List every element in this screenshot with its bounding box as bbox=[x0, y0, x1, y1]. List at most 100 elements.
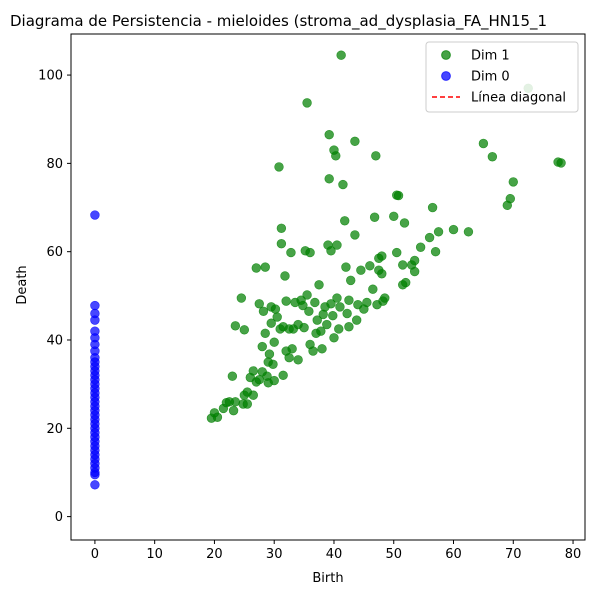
point-dim-1 bbox=[304, 306, 314, 316]
point-dim-0 bbox=[90, 315, 100, 325]
point-dim-0 bbox=[90, 210, 100, 220]
x-tick-label: 50 bbox=[385, 547, 402, 562]
point-dim-0 bbox=[90, 300, 100, 311]
point-dim-1 bbox=[299, 322, 309, 333]
point-dim-1 bbox=[380, 293, 390, 303]
point-dim-1 bbox=[302, 98, 312, 108]
y-tick-label: 60 bbox=[46, 245, 63, 260]
point-dim-1 bbox=[344, 295, 354, 305]
point-dim-1 bbox=[430, 246, 441, 257]
point-dim-1 bbox=[332, 240, 342, 250]
point-dim-1 bbox=[328, 311, 338, 321]
point-dim-1 bbox=[324, 174, 334, 184]
point-dim-1 bbox=[415, 242, 426, 252]
point-dim-1 bbox=[332, 293, 342, 303]
point-dim-1 bbox=[324, 129, 334, 140]
point-dim-1 bbox=[305, 247, 315, 258]
x-axis-label: Birth bbox=[312, 571, 343, 586]
point-dim-1 bbox=[427, 202, 438, 213]
point-dim-1 bbox=[346, 275, 356, 286]
x-tick-label: 10 bbox=[146, 547, 163, 562]
point-dim-1 bbox=[399, 218, 410, 228]
x-tick-label: 20 bbox=[206, 547, 223, 562]
axes: 0 10 20 30 40 50 60 70 80 0 20 40 60 80 100 bbox=[38, 33, 586, 562]
point-dim-1 bbox=[257, 341, 267, 352]
point-dim-1 bbox=[230, 397, 241, 407]
point-dim-1 bbox=[448, 224, 459, 235]
point-dim-1 bbox=[276, 223, 287, 233]
point-dim-1 bbox=[338, 179, 348, 190]
point-dim-1 bbox=[463, 227, 474, 237]
point-dim-1 bbox=[351, 315, 362, 325]
point-dim-1 bbox=[260, 262, 270, 272]
point-dim-1 bbox=[350, 230, 360, 240]
point-dim-1 bbox=[350, 136, 360, 146]
plot-area bbox=[90, 50, 566, 490]
point-dim-1 bbox=[308, 346, 318, 356]
point-dim-1 bbox=[326, 299, 336, 309]
point-dim-1 bbox=[433, 227, 444, 237]
point-dim-1 bbox=[342, 308, 352, 319]
point-dim-1 bbox=[316, 326, 326, 336]
point-dim-1 bbox=[286, 247, 296, 258]
point-dim-1 bbox=[365, 261, 375, 271]
point-dim-1 bbox=[230, 321, 241, 331]
y-tick-label: 100 bbox=[38, 69, 63, 84]
x-tick-label: 80 bbox=[565, 547, 582, 562]
point-dim-1 bbox=[280, 271, 290, 281]
point-dim-1 bbox=[227, 371, 238, 381]
point-dim-1 bbox=[344, 322, 354, 332]
point-dim-1 bbox=[298, 300, 308, 311]
y-axis-label: Death bbox=[15, 265, 30, 304]
point-dim-1 bbox=[377, 251, 387, 261]
point-dim-1 bbox=[310, 297, 320, 308]
point-dim-1 bbox=[401, 277, 411, 288]
point-dim-1 bbox=[322, 319, 332, 330]
point-dim-1 bbox=[409, 266, 420, 277]
point-dim-1 bbox=[258, 306, 269, 316]
point-dim-1 bbox=[341, 262, 351, 272]
point-dim-1 bbox=[356, 265, 366, 275]
point-dim-1 bbox=[270, 304, 281, 314]
point-dim-1 bbox=[276, 239, 287, 249]
y-tick-label: 40 bbox=[46, 333, 63, 348]
point-dim-0 bbox=[90, 469, 100, 480]
point-dim-1 bbox=[331, 151, 341, 161]
point-dim-1 bbox=[248, 390, 258, 400]
point-dim-1 bbox=[302, 290, 312, 300]
data-points bbox=[90, 50, 566, 490]
point-dim-1 bbox=[340, 216, 350, 226]
point-dim-1 bbox=[312, 315, 322, 325]
point-dim-1 bbox=[264, 349, 275, 359]
point-dim-1 bbox=[336, 50, 346, 60]
point-dim-1 bbox=[260, 328, 270, 339]
point-dim-1 bbox=[389, 211, 399, 222]
point-dim-1 bbox=[242, 399, 253, 409]
legend-label-diagonal: Línea diagonal bbox=[471, 91, 566, 106]
point-dim-1 bbox=[314, 280, 324, 290]
point-dim-1 bbox=[278, 370, 288, 381]
point-dim-1 bbox=[287, 344, 297, 354]
point-dim-1 bbox=[424, 232, 435, 243]
x-tick-label: 70 bbox=[505, 547, 522, 562]
point-dim-1 bbox=[251, 263, 261, 273]
point-dim-1 bbox=[398, 260, 408, 270]
x-tick-label: 60 bbox=[445, 547, 462, 562]
point-dim-1 bbox=[377, 269, 387, 279]
legend-marker-dim-1 bbox=[441, 50, 451, 60]
y-tick-label: 0 bbox=[55, 510, 63, 525]
point-dim-1 bbox=[392, 247, 402, 258]
point-dim-1 bbox=[272, 312, 282, 322]
point-dim-1 bbox=[268, 359, 278, 369]
legend-marker-dim-0 bbox=[441, 71, 451, 81]
point-dim-1 bbox=[334, 324, 344, 334]
point-dim-1 bbox=[212, 412, 223, 422]
point-dim-1 bbox=[487, 152, 498, 162]
point-dim-1 bbox=[317, 344, 327, 354]
legend-label-dim-1: Dim 1 bbox=[471, 49, 510, 64]
point-dim-1 bbox=[409, 255, 420, 266]
point-dim-1 bbox=[293, 355, 303, 365]
point-dim-1 bbox=[556, 158, 566, 168]
y-tick-label: 20 bbox=[46, 422, 63, 437]
point-dim-1 bbox=[228, 405, 239, 416]
